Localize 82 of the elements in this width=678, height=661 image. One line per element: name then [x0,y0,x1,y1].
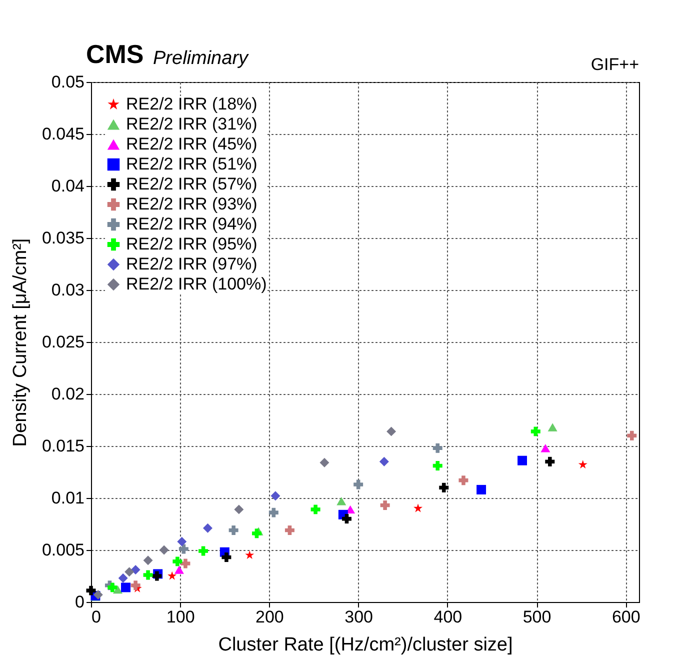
y-tick-label: 0.04 [51,176,84,196]
point [439,482,449,492]
x-tick-label: 500 [522,608,552,626]
point [234,504,244,514]
text: GIF++ [590,55,640,74]
x-tick-label: 300 [344,608,374,626]
point [172,556,182,566]
legend-label: RE2/2 IRR (93%) [126,194,258,214]
y-tick-label: 0.035 [42,228,84,248]
point [118,573,128,583]
legend-label: RE2/2 IRR (45%) [126,134,258,154]
point [177,536,187,546]
y-axis-title: Density Current [μA/cm²] [10,238,31,447]
point [627,430,637,440]
x-tick-label: 600 [612,608,640,626]
y-tick-label: 0 [75,592,84,612]
legend-label: RE2/2 IRR (57%) [126,174,258,194]
y-tick-label: 0.02 [51,384,84,404]
point [548,423,558,432]
point [228,525,238,535]
point [93,590,103,600]
point [354,480,364,490]
point [414,504,423,512]
x-tick-label: 200 [256,608,284,626]
legend-label: RE2/2 IRR (94%) [126,214,258,234]
point [270,491,280,501]
point [432,461,442,471]
point [180,558,190,568]
chart-title: CMS [86,39,144,69]
point [530,426,540,436]
y-tick-label: 0.03 [51,280,84,300]
x-tick-label: 400 [434,608,462,626]
x-tick-label: 0 [92,608,101,626]
point [112,585,122,594]
legend-label: RE2/2 IRR (100%) [126,274,267,294]
point [540,444,550,452]
legend-label: RE2/2 IRR (18%) [126,94,258,114]
point [379,456,389,466]
point [178,544,188,554]
y-tick-label: 0.025 [42,332,84,352]
point [284,525,294,535]
point [432,443,442,453]
y-tick-label: 0.015 [42,436,84,456]
point [310,504,320,514]
point [578,460,588,469]
point [143,570,153,580]
point [458,476,468,486]
x-tick-label: 100 [166,608,195,626]
point [336,497,346,506]
point [386,426,396,436]
legend-label: RE2/2 IRR (97%) [126,254,258,274]
legend-label: RE2/2 IRR (51%) [126,154,258,174]
point [380,500,390,510]
point [174,566,184,574]
point [86,586,96,596]
point [202,523,212,533]
point [320,458,330,468]
y-tick-label: 0.05 [51,72,84,92]
legend-label: RE2/2 IRR (95%) [126,234,258,254]
point [476,484,486,494]
chart-subtitle: Preliminary [153,48,250,69]
point [268,508,278,518]
point [252,528,262,538]
point [130,565,140,575]
point [545,456,555,466]
point [108,582,118,592]
y-tick-label: 0.005 [42,540,84,560]
point [159,545,169,555]
point [143,556,153,566]
point [130,580,140,590]
point [342,514,352,524]
point [121,582,130,592]
y-tick-label: 0.01 [51,488,84,508]
point [124,567,134,577]
point [245,550,254,560]
x-axis-title: Cluster Rate [(Hz/cm²)/cluster size] [218,634,513,656]
y-tick-label: 0.045 [42,124,84,144]
point [198,546,208,556]
point [222,552,232,562]
legend-label: RE2/2 IRR (31%) [126,114,258,134]
point [518,456,528,466]
point [168,571,177,580]
